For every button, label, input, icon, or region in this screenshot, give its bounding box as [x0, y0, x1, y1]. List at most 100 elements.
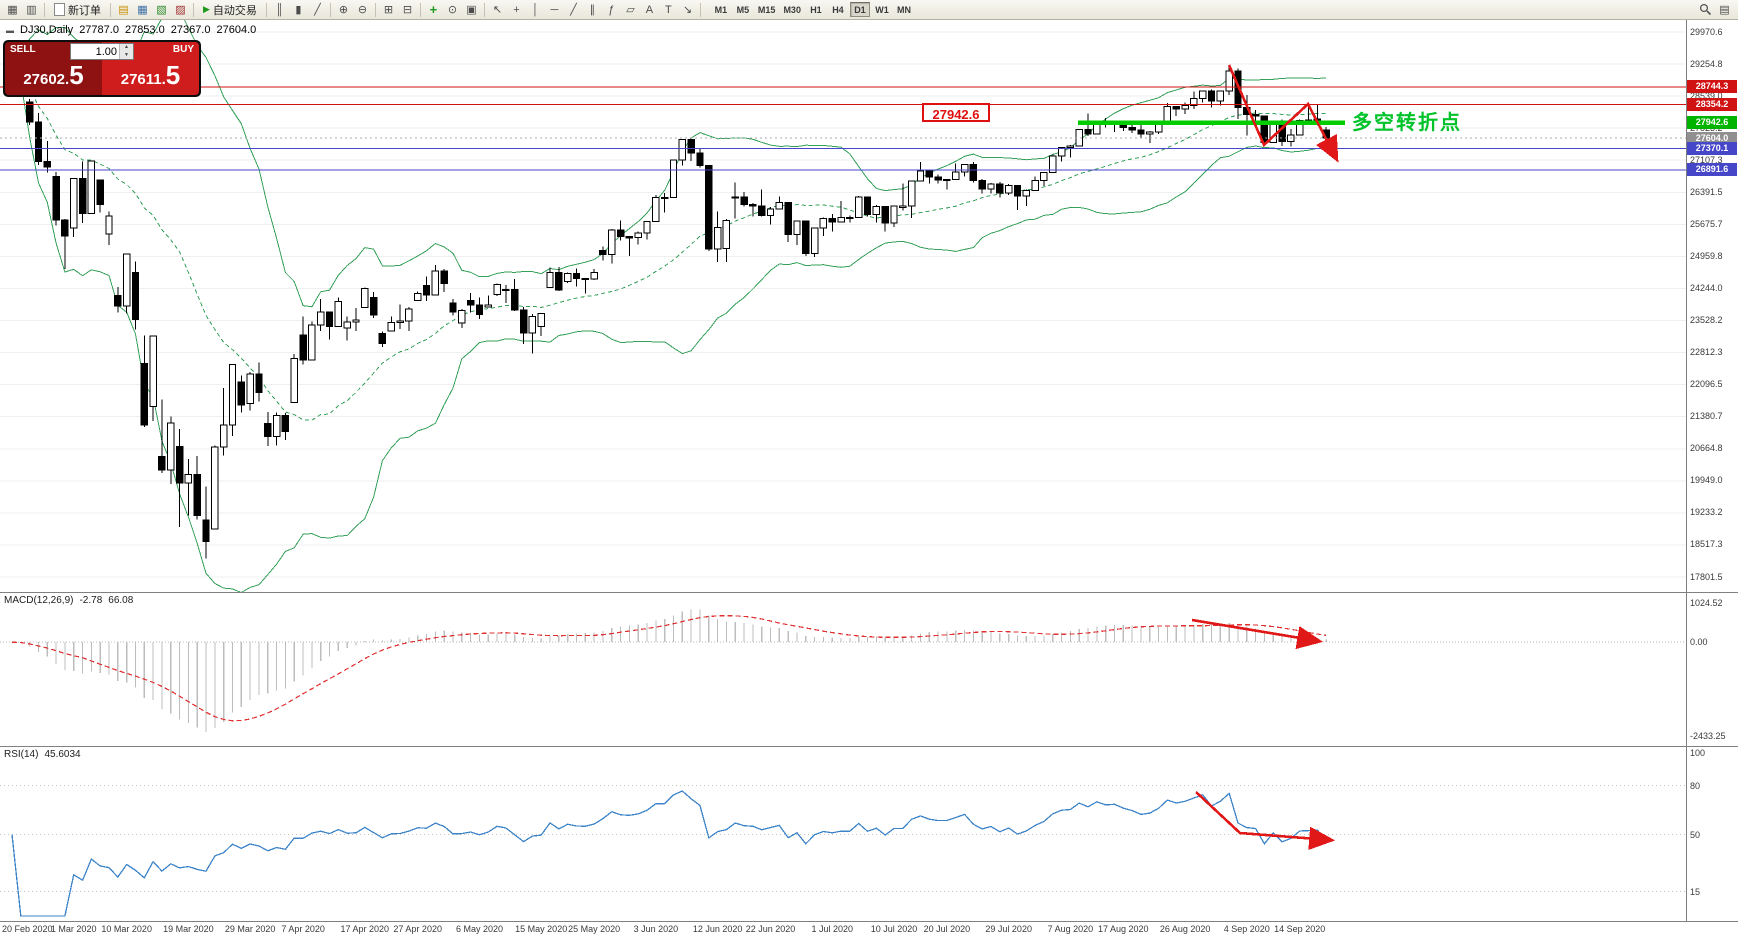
volume-input[interactable]: [71, 44, 119, 59]
play-icon: ▶: [203, 4, 210, 14]
new-chart-icon[interactable]: ▦: [7, 4, 18, 16]
ohlc-high: 27853.0: [124, 24, 165, 36]
rsi-axis-label: 100: [1690, 748, 1706, 758]
new-order-button-label: 新订单: [68, 4, 101, 17]
toolbar-separator: [44, 2, 45, 17]
rsi-axis-label: 15: [1690, 886, 1701, 897]
date-axis-label: 29 Jul 2020: [985, 924, 1032, 934]
timeframe-mn[interactable]: MN: [896, 4, 911, 15]
zoom-out-icon[interactable]: ⊖: [357, 4, 368, 16]
fibonacci-icon[interactable]: ƒ: [608, 3, 615, 16]
sell-price: 27602.5: [5, 60, 102, 91]
date-axis-label: 7 Aug 2020: [1047, 924, 1094, 934]
vertical-line-icon[interactable]: │: [531, 3, 539, 16]
chart-profiles-icon[interactable]: ▥: [26, 4, 37, 16]
horizontal-line-icon[interactable]: ─: [550, 3, 559, 16]
date-axis-label: 17 Aug 2020: [1098, 924, 1149, 934]
volume-spin: ▲ ▼: [119, 44, 133, 59]
toolbar-separator: [374, 2, 376, 17]
timeframe-m15[interactable]: M15: [757, 4, 776, 15]
price-axis-tick: 23528.2: [1690, 315, 1723, 325]
timeframe-h4[interactable]: H4: [832, 4, 844, 15]
date-axis-label: 12 Jun 2020: [692, 924, 743, 934]
auto-trading-button-label: 自动交易: [212, 4, 257, 17]
new-order-button[interactable]: 新订单: [48, 1, 107, 18]
price-axis-tick: 28539.0: [1690, 90, 1723, 101]
buy-price: 27611.5: [102, 60, 199, 91]
search-icon[interactable]: [1696, 1, 1715, 18]
cursor-icon[interactable]: ↖: [492, 4, 503, 16]
arrows-icon[interactable]: ↘: [682, 4, 693, 16]
price-level-label-red: 28354.2: [1687, 97, 1737, 111]
macd-axis-label: -2433.25: [1690, 730, 1726, 741]
rsi-axis-label: 50: [1690, 829, 1701, 840]
bar-chart-icon[interactable]: ║: [275, 3, 284, 16]
date-axis-label: 14 Sep 2020: [1274, 924, 1326, 934]
macd-axis-label: 0.00: [1690, 637, 1708, 648]
rsi-value: 45.6034: [44, 749, 81, 760]
macd-name: MACD(12,26,9): [4, 595, 74, 606]
terminal-icon[interactable]: ▨: [175, 4, 186, 16]
timeframe-m30[interactable]: M30: [783, 4, 801, 15]
toolbar-right: ▤: [1696, 1, 1734, 18]
buy-price-main: 27611.: [120, 71, 166, 88]
timeframe-m5[interactable]: M5: [736, 4, 750, 15]
date-axis-label: 26 Aug 2020: [1159, 924, 1211, 934]
price-level-box-annotation[interactable]: 27942.6: [922, 103, 990, 122]
date-axis-label: 20 Jul 2020: [923, 924, 971, 934]
document-icon: [54, 3, 65, 16]
date-axis-label: 25 May 2020: [568, 924, 621, 934]
templates-icon[interactable]: ▣: [466, 4, 477, 16]
timeframe-h1[interactable]: H1: [810, 4, 822, 15]
timeframe-w1[interactable]: W1: [875, 4, 889, 15]
market-watch-icon[interactable]: ▤: [118, 4, 129, 16]
volume-up-icon[interactable]: ▲: [120, 44, 133, 52]
sell-price-main: 27602.: [23, 71, 70, 88]
line-chart-icon[interactable]: ╱: [314, 4, 321, 16]
date-axis-label: 15 May 2020: [515, 924, 568, 934]
navigator-icon[interactable]: ▧: [156, 4, 167, 16]
candlestick-chart-icon[interactable]: ▮: [295, 4, 302, 16]
timeframe-d1[interactable]: D1: [849, 2, 870, 17]
date-axis-label: 19 Mar 2020: [163, 924, 214, 934]
zoom-in-icon[interactable]: ⊕: [338, 4, 349, 16]
auto-trading-button[interactable]: ▶ 自动交易: [197, 1, 263, 18]
timeframe-m1[interactable]: M1: [714, 4, 728, 15]
toolbar-separator: [419, 2, 421, 17]
indicators-add-icon[interactable]: +: [429, 2, 438, 17]
toolbar: ▦ ▥ 新订单 ▤ ▦ ▧ ▨ ▶ 自动交易 ║ ▮ ╱ ⊕ ⊖ ⊞ ⊟ + ⊙ ▣ ↖ + │ ─ ╱ ∥ ƒ ▱ A T ↘ M1 M5…: [0, 0, 1738, 20]
price-axis-tick: 29254.8: [1690, 58, 1723, 69]
data-window-icon[interactable]: ▦: [137, 4, 148, 16]
text-icon[interactable]: A: [645, 3, 654, 16]
label-icon[interactable]: T: [665, 3, 672, 16]
tile-windows-icon[interactable]: ⊞: [383, 4, 394, 16]
price-level-label-blue: 26891.6: [1687, 163, 1737, 177]
cascade-windows-icon[interactable]: ⊟: [402, 4, 413, 16]
date-axis-label: 1 Mar 2020: [50, 924, 97, 934]
periods-icon[interactable]: ⊙: [447, 4, 458, 16]
date-axis-label: 6 May 2020: [455, 924, 504, 934]
rsi-name: RSI(14): [4, 749, 39, 760]
symbol-mark-icon: ▬: [6, 25, 14, 35]
crosshair-icon[interactable]: +: [513, 3, 520, 16]
trendline-icon[interactable]: ╱: [570, 4, 577, 16]
shapes-icon[interactable]: ▱: [626, 4, 635, 16]
date-axis-label: 7 Apr 2020: [281, 924, 325, 934]
date-axis-label: 20 Feb 2020: [2, 924, 53, 934]
price-axis-tick: 17801.5: [1690, 571, 1723, 582]
channel-icon[interactable]: ∥: [589, 4, 596, 16]
ohlc-low: 27367.0: [170, 24, 211, 36]
date-axis-label: 22 Jun 2020: [745, 924, 796, 934]
rsi-axis-label: 80: [1690, 780, 1701, 791]
price-axis-tick: 22096.5: [1690, 379, 1723, 390]
price-axis-tick: 27107.3: [1690, 154, 1723, 165]
price-axis-tick: 29970.6: [1690, 26, 1723, 37]
volume-stepper: ▲ ▼: [70, 43, 134, 60]
price-level-label-red: 28744.3: [1687, 80, 1737, 94]
price-axis-tick: 24959.8: [1690, 250, 1723, 261]
price-level-label-green: 27942.6: [1687, 116, 1737, 130]
objects-list-icon[interactable]: ▤: [1719, 4, 1730, 16]
turning-point-text-annotation[interactable]: 多空转折点: [1352, 112, 1462, 134]
volume-down-icon[interactable]: ▼: [120, 51, 133, 59]
